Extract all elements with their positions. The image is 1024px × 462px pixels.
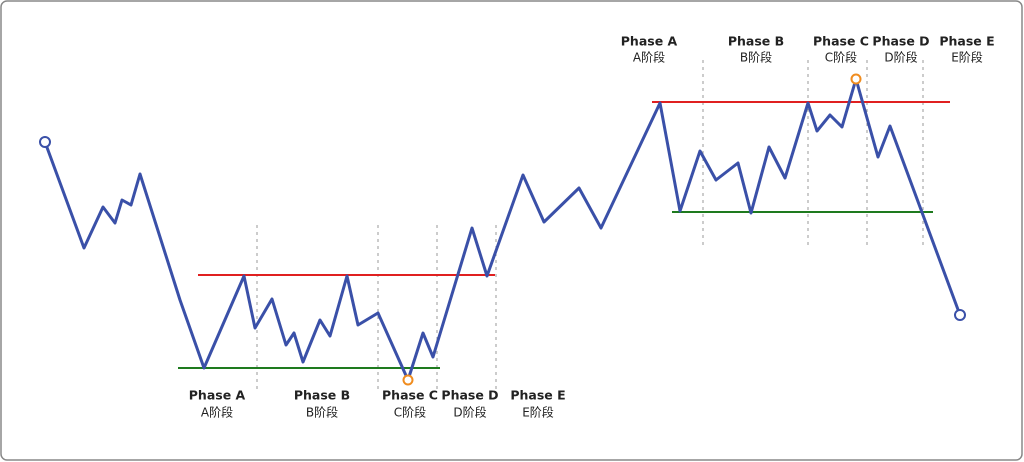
phase-subtitle: C阶段 — [394, 405, 426, 420]
end-point — [954, 309, 966, 321]
phase-subtitle: E阶段 — [522, 405, 554, 420]
price-path — [43, 77, 962, 382]
phase-title: Phase D — [441, 388, 498, 403]
phase-title: Phase A — [189, 388, 246, 403]
phase-subtitle: E阶段 — [951, 50, 983, 65]
phase-subtitle: B阶段 — [740, 50, 772, 65]
dividers — [256, 60, 924, 392]
phase-title: Phase E — [939, 34, 994, 49]
phase-title: Phase C — [813, 34, 869, 49]
phase-subtitle: B阶段 — [306, 405, 338, 420]
upthrust-point — [850, 73, 862, 85]
phase-subtitle: A阶段 — [633, 50, 665, 65]
phase-title: Phase D — [872, 34, 929, 49]
phase-title: Phase B — [728, 34, 784, 49]
phase-title: Phase E — [510, 388, 565, 403]
phase-title: Phase A — [621, 34, 678, 49]
start-point — [39, 136, 51, 148]
phase-subtitle: A阶段 — [201, 405, 233, 420]
phase-subtitle: C阶段 — [825, 50, 857, 65]
phase-title: Phase B — [294, 388, 350, 403]
phase-subtitle: D阶段 — [884, 50, 917, 65]
phase-title: Phase C — [382, 388, 438, 403]
spring-point — [402, 374, 414, 386]
phase-subtitle: D阶段 — [453, 405, 486, 420]
